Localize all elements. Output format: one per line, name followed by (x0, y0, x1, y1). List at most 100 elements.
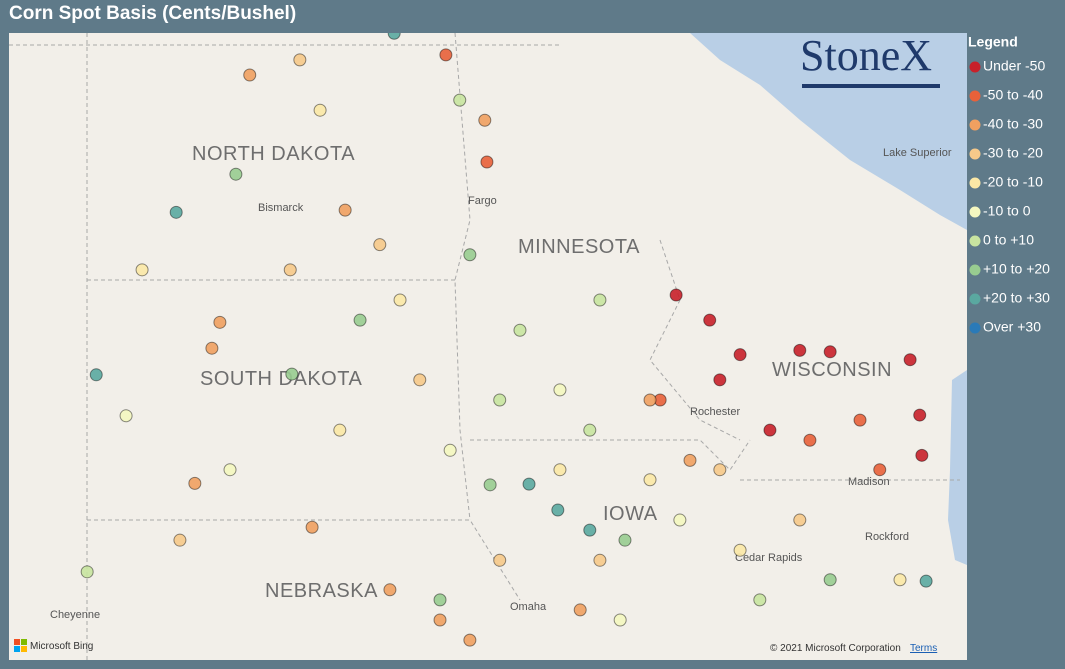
basis-point (903, 353, 917, 367)
logo-bar (802, 84, 940, 88)
legend-label: Under -50 (983, 58, 1045, 74)
lake-michigan (948, 370, 967, 565)
terms-link[interactable]: Terms (910, 643, 937, 654)
basis-point (753, 593, 767, 607)
legend-swatch (969, 119, 981, 131)
basis-point (353, 313, 367, 327)
basis-point (188, 476, 202, 490)
basis-point (522, 477, 536, 491)
basis-point (913, 408, 927, 422)
basis-point (733, 348, 747, 362)
basis-point (793, 343, 807, 357)
basis-point (333, 423, 347, 437)
legend-swatch (969, 177, 981, 189)
basis-point (169, 205, 183, 219)
legend-label: +10 to +20 (983, 261, 1050, 277)
basis-point (673, 513, 687, 527)
basis-point (283, 263, 297, 277)
legend-swatch (969, 148, 981, 160)
provider: Microsoft Bing (30, 641, 93, 652)
title: Corn Spot Basis (Cents/Bushel) (9, 3, 296, 24)
basis-point (439, 48, 453, 62)
basis-point (243, 68, 257, 82)
map[interactable]: NORTH DAKOTA SOUTH DAKOTA MINNESOTA WISC… (9, 27, 967, 660)
legend-label: -30 to -20 (983, 145, 1043, 161)
basis-point (313, 103, 327, 117)
basis-point (480, 155, 494, 169)
legend-title: Legend (968, 34, 1018, 50)
basis-point (553, 463, 567, 477)
basis-point (483, 478, 497, 492)
basis-point (383, 583, 397, 597)
state-label: SOUTH DAKOTA (200, 368, 362, 390)
basis-point (915, 448, 929, 462)
legend-label: -20 to -10 (983, 174, 1043, 190)
state-label: WISCONSIN (772, 359, 892, 381)
basis-point (89, 368, 103, 382)
basis-point (763, 423, 777, 437)
state-label: MINNESOTA (518, 236, 640, 258)
basis-point (453, 93, 467, 107)
basis-point (119, 409, 133, 423)
legend-swatch (969, 206, 981, 218)
basis-point (173, 533, 187, 547)
basis-point (683, 453, 697, 467)
basis-point (463, 633, 477, 647)
legend-label: -50 to -40 (983, 87, 1043, 103)
basis-point (433, 613, 447, 627)
basis-point (513, 323, 527, 337)
legend-label: Over +30 (983, 319, 1041, 335)
basis-point (919, 574, 933, 588)
basis-point (613, 613, 627, 627)
basis-point (551, 503, 565, 517)
legend-swatch (969, 61, 981, 73)
basis-point (593, 293, 607, 307)
city-label: Cedar Rapids (735, 552, 803, 564)
city-label: Fargo (468, 195, 497, 207)
basis-point (713, 463, 727, 477)
legend-swatch (969, 235, 981, 247)
basis-point (873, 463, 887, 477)
basis-point (853, 413, 867, 427)
basis-point (80, 565, 94, 579)
basis-point (387, 33, 401, 40)
basis-point (593, 553, 607, 567)
legend-swatch (969, 322, 981, 334)
city-label: Cheyenne (50, 609, 100, 621)
legend-swatch (969, 264, 981, 276)
basis-point (338, 203, 352, 217)
basis-point (229, 167, 243, 181)
basis-point (493, 553, 507, 567)
legend-swatch (969, 293, 981, 305)
basis-point (373, 238, 387, 252)
basis-point (823, 345, 837, 359)
legend-label: -10 to 0 (983, 203, 1031, 219)
basis-point (643, 393, 657, 407)
basis-point (583, 423, 597, 437)
legend-label: 0 to +10 (983, 232, 1034, 248)
basis-point (433, 593, 447, 607)
bing-logo (21, 639, 27, 645)
basis-point (463, 248, 477, 262)
basis-point (823, 573, 837, 587)
basis-point (793, 513, 807, 527)
bing-logo (14, 646, 20, 652)
basis-point (643, 473, 657, 487)
basis-point (733, 543, 747, 557)
basis-point (205, 341, 219, 355)
basis-point (213, 315, 227, 329)
map-background (9, 33, 967, 660)
copyright: © 2021 Microsoft Corporation (770, 643, 901, 654)
lake-superior (690, 33, 967, 230)
legend-swatch (969, 90, 981, 102)
city-label: Bismarck (258, 202, 304, 214)
basis-point (703, 313, 717, 327)
legend-label: +20 to +30 (983, 290, 1050, 306)
basis-point (713, 373, 727, 387)
lake-label: Lake Superior (883, 147, 952, 159)
basis-point (478, 113, 492, 127)
basis-point (553, 383, 567, 397)
basis-point (393, 293, 407, 307)
city-label: Rockford (865, 531, 909, 543)
